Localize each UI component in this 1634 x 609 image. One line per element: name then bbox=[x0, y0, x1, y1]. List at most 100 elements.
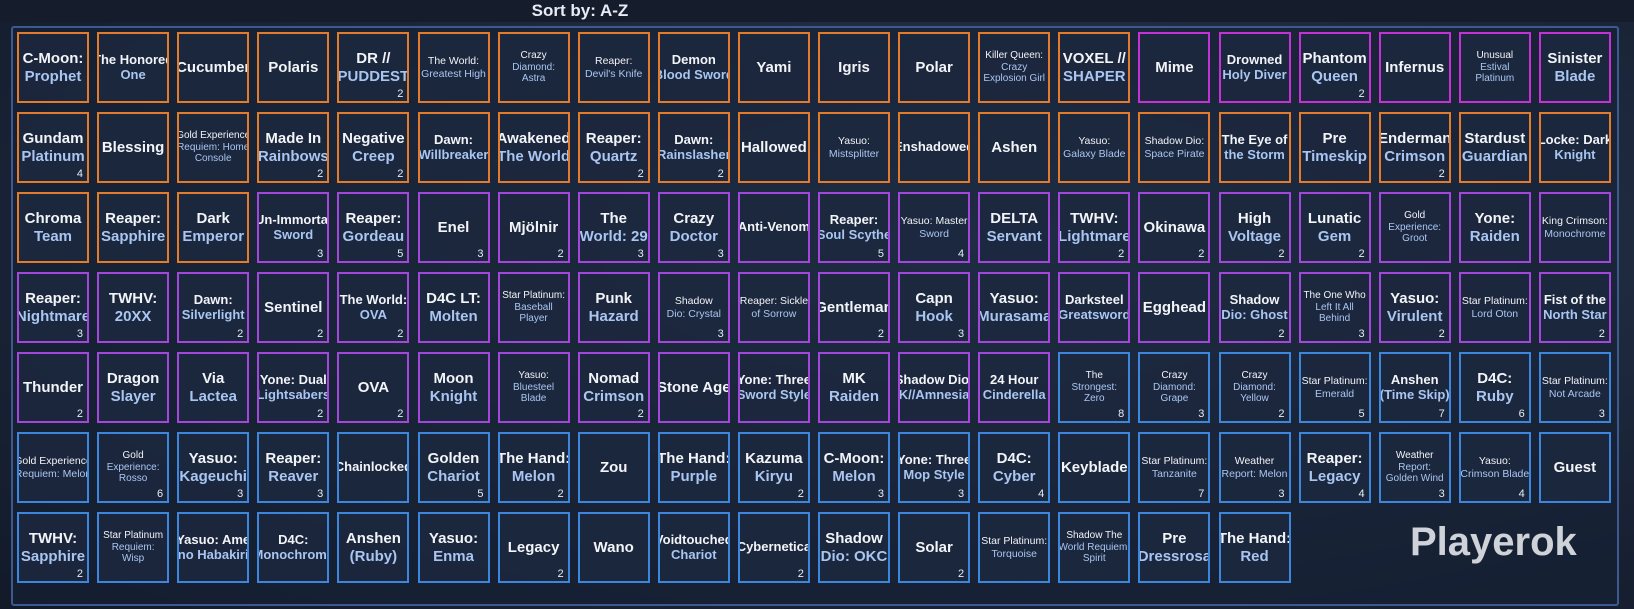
item-tile[interactable]: TWHV: Lightmare 2 bbox=[1058, 192, 1131, 263]
item-tile[interactable]: Polar bbox=[898, 32, 971, 103]
item-tile[interactable]: Made In Rainbows 2 bbox=[257, 112, 330, 183]
item-tile[interactable]: Keyblade bbox=[1058, 432, 1131, 503]
item-tile[interactable]: Un-Immortal Sword 3 bbox=[257, 192, 330, 263]
item-tile[interactable]: Yasuo: Galaxy Blade bbox=[1058, 112, 1131, 183]
item-tile[interactable]: Nomad Crimson 2 bbox=[577, 352, 650, 423]
item-tile[interactable]: Wano bbox=[577, 512, 650, 583]
item-tile[interactable]: Crazy Diamond: Grape 3 bbox=[1138, 352, 1211, 423]
item-tile[interactable]: The World: 29 3 bbox=[577, 192, 650, 263]
item-tile[interactable]: Voidtouched Chariot bbox=[657, 512, 730, 583]
item-tile[interactable]: Pre Timeskip bbox=[1298, 112, 1371, 183]
item-tile[interactable]: Chroma Team bbox=[17, 192, 89, 263]
item-tile[interactable]: Dawn: Silverlight 2 bbox=[177, 272, 250, 343]
item-tile[interactable]: Yone: Raiden bbox=[1458, 192, 1531, 263]
item-tile[interactable]: TWHV: 20XX bbox=[97, 272, 170, 343]
item-tile[interactable]: Infernus bbox=[1378, 32, 1451, 103]
item-tile[interactable]: Sentinel 2 bbox=[257, 272, 330, 343]
item-tile[interactable]: Mjölnir 2 bbox=[497, 192, 570, 263]
item-tile[interactable]: Reaper: Legacy 4 bbox=[1298, 432, 1371, 503]
item-tile[interactable]: Okinawa 2 bbox=[1138, 192, 1211, 263]
item-tile[interactable]: Crazy Diamond: Astra bbox=[497, 32, 570, 103]
item-tile[interactable]: The Hand: Melon 2 bbox=[497, 432, 570, 503]
item-tile[interactable]: C-Moon: Melon 3 bbox=[818, 432, 890, 503]
item-tile[interactable]: Ashen bbox=[978, 112, 1051, 183]
item-tile[interactable]: Reaper: Soul Scythe 5 bbox=[818, 192, 890, 263]
item-tile[interactable]: TWHV: Sapphire 2 bbox=[17, 512, 89, 583]
item-tile[interactable]: Mime bbox=[1138, 32, 1211, 103]
sort-label[interactable]: Sort by: A-Z bbox=[531, 1, 629, 20]
item-tile[interactable]: Reaper: Nightmare 3 bbox=[17, 272, 89, 343]
item-tile[interactable]: Awakened The World bbox=[497, 112, 570, 183]
item-tile[interactable]: The Hand: Purple bbox=[657, 432, 730, 503]
item-tile[interactable]: Polaris bbox=[257, 32, 330, 103]
item-tile[interactable]: Star Platinum: Not Arcade 3 bbox=[1538, 352, 1611, 423]
item-tile[interactable]: Cucumber bbox=[177, 32, 250, 103]
item-tile[interactable]: Dragon Slayer bbox=[97, 352, 170, 423]
item-tile[interactable]: Enel 3 bbox=[417, 192, 490, 263]
item-tile[interactable]: Shadow Dio: Space Pirate bbox=[1138, 112, 1211, 183]
item-tile[interactable]: Stone Age bbox=[657, 352, 730, 423]
item-tile[interactable]: Enshadowed bbox=[898, 112, 971, 183]
item-tile[interactable]: Yasuo: Mistsplitter bbox=[818, 112, 890, 183]
item-tile[interactable]: The Strongest: Zero 8 bbox=[1058, 352, 1131, 423]
item-tile[interactable]: MK Raiden bbox=[818, 352, 890, 423]
item-tile[interactable]: Yone: Three Sword Style bbox=[737, 352, 810, 423]
item-tile[interactable]: Punk Hazard bbox=[577, 272, 650, 343]
item-tile[interactable]: Star Platinum: Emerald 5 bbox=[1298, 352, 1371, 423]
item-tile[interactable]: Dawn: Rainslasher 2 bbox=[657, 112, 730, 183]
item-tile[interactable]: Yone: Dual Lightsabers 2 bbox=[257, 352, 330, 423]
item-tile[interactable]: Legacy 2 bbox=[497, 512, 570, 583]
item-tile[interactable]: 24 Hour Cinderella bbox=[978, 352, 1051, 423]
item-tile[interactable]: Kazuma Kiryu 2 bbox=[737, 432, 810, 503]
item-tile[interactable]: Gold Experience: Groot bbox=[1378, 192, 1451, 263]
item-tile[interactable]: Sinister Blade bbox=[1538, 32, 1611, 103]
item-tile[interactable]: C-Moon: Prophet bbox=[17, 32, 89, 103]
item-tile[interactable]: Reaper: Quartz 2 bbox=[577, 112, 650, 183]
item-tile[interactable]: Gundam Platinum 4 bbox=[17, 112, 89, 183]
item-tile[interactable]: Anshen (Ruby) bbox=[337, 512, 410, 583]
item-tile[interactable]: Killer Queen: Crazy Explosion Girl bbox=[978, 32, 1051, 103]
item-tile[interactable]: Reaper: Gordeau 5 bbox=[337, 192, 410, 263]
item-tile[interactable]: DELTA Servant bbox=[978, 192, 1051, 263]
item-tile[interactable]: Igris bbox=[818, 32, 890, 103]
item-tile[interactable]: Yasuo: Kageuchi 3 bbox=[177, 432, 250, 503]
item-tile[interactable]: Solar 2 bbox=[898, 512, 971, 583]
item-tile[interactable]: Cybernetica 2 bbox=[737, 512, 810, 583]
item-tile[interactable]: Pre Dressrosa bbox=[1138, 512, 1211, 583]
item-tile[interactable]: Gold Experience: Rosso 6 bbox=[97, 432, 170, 503]
item-tile[interactable]: DR //PUDDEST 2 bbox=[337, 32, 410, 103]
item-tile[interactable]: Phantom Queen 2 bbox=[1298, 32, 1371, 103]
item-tile[interactable]: Egghead bbox=[1138, 272, 1211, 343]
item-tile[interactable]: Gentleman 2 bbox=[818, 272, 890, 343]
item-tile[interactable]: Shadow The World Requiem: Spirit bbox=[1058, 512, 1131, 583]
item-tile[interactable]: Locke: Dark Knight bbox=[1538, 112, 1611, 183]
item-tile[interactable]: Reaper: Sickle of Sorrow bbox=[737, 272, 810, 343]
item-tile[interactable]: Dark Emperor bbox=[177, 192, 250, 263]
item-tile[interactable]: Thunder 2 bbox=[17, 352, 89, 423]
item-tile[interactable]: Stardust Guardian bbox=[1458, 112, 1531, 183]
item-tile[interactable]: Shadow Dio: OKC bbox=[818, 512, 890, 583]
item-tile[interactable]: D4C:Monochrome bbox=[257, 512, 330, 583]
item-tile[interactable]: The World: OVA 2 bbox=[337, 272, 410, 343]
item-tile[interactable]: Darksteel Greatsword bbox=[1058, 272, 1131, 343]
item-tile[interactable]: Zou bbox=[577, 432, 650, 503]
item-tile[interactable]: Star Platinum: Baseball Player bbox=[497, 272, 570, 343]
item-tile[interactable]: High Voltage 2 bbox=[1218, 192, 1291, 263]
item-tile[interactable]: Capn Hook 3 bbox=[898, 272, 971, 343]
item-tile[interactable]: Reaper: Reaver 3 bbox=[257, 432, 330, 503]
item-tile[interactable]: DemonBlood Sword bbox=[657, 32, 730, 103]
item-tile[interactable]: Drowned Holy Diver bbox=[1218, 32, 1291, 103]
item-tile[interactable]: Yasuo: Crimson Blade 4 bbox=[1458, 432, 1531, 503]
item-tile[interactable]: Weather Report: Golden Wind 3 bbox=[1378, 432, 1451, 503]
item-tile[interactable]: Moon Knight bbox=[417, 352, 490, 423]
item-tile[interactable]: Lunatic Gem 2 bbox=[1298, 192, 1371, 263]
item-tile[interactable]: Yasuo: Ame no Habakiri bbox=[177, 512, 250, 583]
item-tile[interactable]: Weather Report: Melon 3 bbox=[1218, 432, 1291, 503]
item-tile[interactable]: Yami bbox=[737, 32, 810, 103]
item-tile[interactable]: Shadow Dio: K//Amnesia bbox=[898, 352, 971, 423]
item-tile[interactable]: Crazy Doctor 3 bbox=[657, 192, 730, 263]
item-tile[interactable]: Yasuo: Master Sword 4 bbox=[898, 192, 971, 263]
item-tile[interactable]: King Crimson: Monochrome bbox=[1538, 192, 1611, 263]
item-tile[interactable]: Chainlocked bbox=[337, 432, 410, 503]
item-tile[interactable]: Guest bbox=[1538, 432, 1611, 503]
